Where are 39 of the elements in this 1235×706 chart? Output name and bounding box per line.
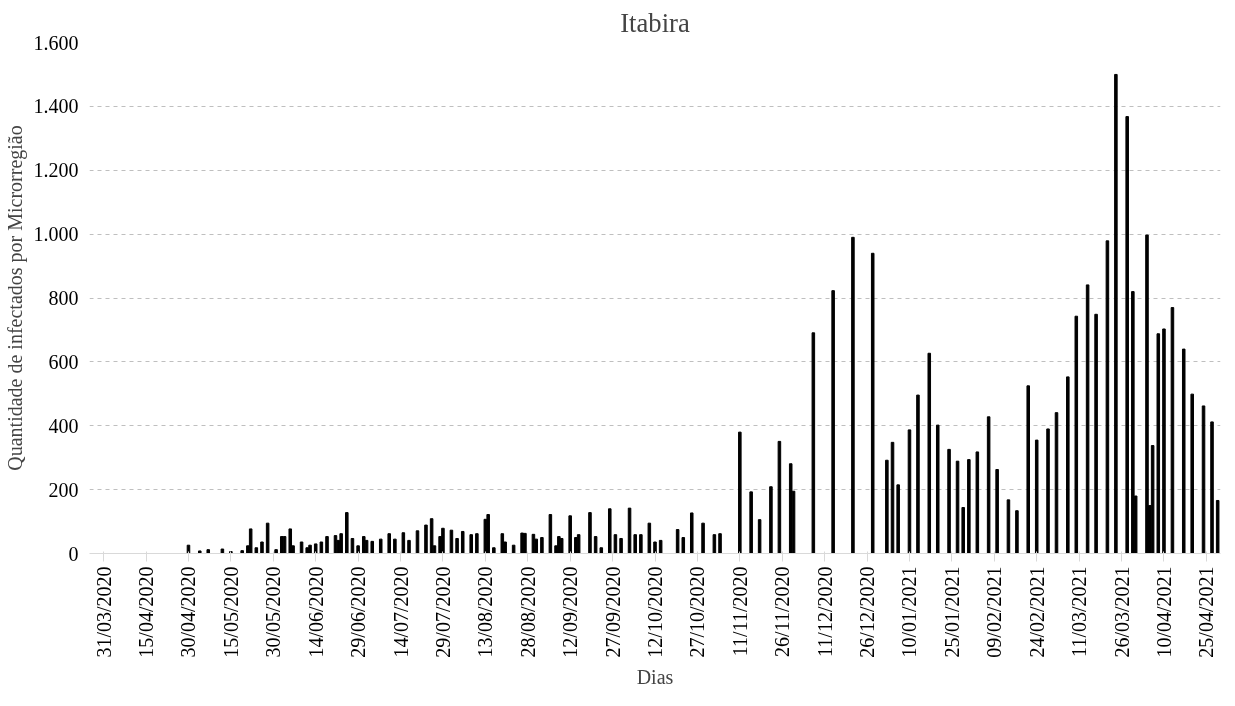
x-tick-label: 29/06/2020 <box>347 566 370 658</box>
y-tick-label: 1.600 <box>33 31 79 54</box>
x-tick-label: 10/04/2021 <box>1152 566 1175 658</box>
x-tick-label: 11/12/2020 <box>813 566 836 657</box>
y-tick-label: 1.400 <box>33 95 79 118</box>
x-tick-label: 25/01/2021 <box>940 566 963 658</box>
x-tick-label: 29/07/2020 <box>431 566 454 658</box>
y-tick-label: 0 <box>68 542 79 565</box>
x-tick-label: 14/07/2020 <box>389 566 412 658</box>
x-tick-label: 26/11/2020 <box>771 566 794 657</box>
y-tick-label: 400 <box>48 414 79 437</box>
x-tick-label: 09/02/2021 <box>983 566 1006 658</box>
x-tick-label: 27/10/2020 <box>686 566 709 658</box>
x-tick-label: 30/04/2020 <box>177 566 200 658</box>
y-tick-label: 800 <box>48 287 79 309</box>
x-tick-label: 12/09/2020 <box>559 566 582 658</box>
x-tick-label: 27/09/2020 <box>601 566 624 658</box>
x-tick-label: 15/05/2020 <box>219 566 242 658</box>
chart-title: Itabira <box>620 7 690 38</box>
x-tick-label: 13/08/2020 <box>474 566 497 658</box>
x-tick-label: 11/11/2020 <box>728 566 751 657</box>
y-tick-label: 200 <box>48 478 79 501</box>
x-axis-title: Dias <box>636 665 674 688</box>
x-tick-label: 25/04/2021 <box>1195 566 1218 658</box>
x-tick-label: 28/08/2020 <box>516 566 539 658</box>
y-axis-title: Quantidade de infectados por Microrregião <box>3 125 27 471</box>
y-tick-label: 1.000 <box>33 223 79 246</box>
x-tick-label: 15/04/2020 <box>135 566 158 658</box>
x-tick-label: 26/03/2021 <box>1110 566 1133 658</box>
x-tick-label: 11/03/2021 <box>1068 566 1091 657</box>
x-tick-label: 14/06/2020 <box>304 566 327 658</box>
x-tick-label: 12/10/2020 <box>644 566 666 658</box>
x-tick-label: 30/05/2020 <box>262 566 285 658</box>
y-tick-label: 1.200 <box>33 159 79 182</box>
x-tick-label: 24/02/2021 <box>1025 566 1048 658</box>
x-tick-label: 10/01/2021 <box>898 566 921 658</box>
x-tick-label: 31/03/2020 <box>92 566 115 658</box>
y-tick-label: 600 <box>48 350 79 373</box>
x-tick-label: 26/12/2020 <box>856 566 879 658</box>
